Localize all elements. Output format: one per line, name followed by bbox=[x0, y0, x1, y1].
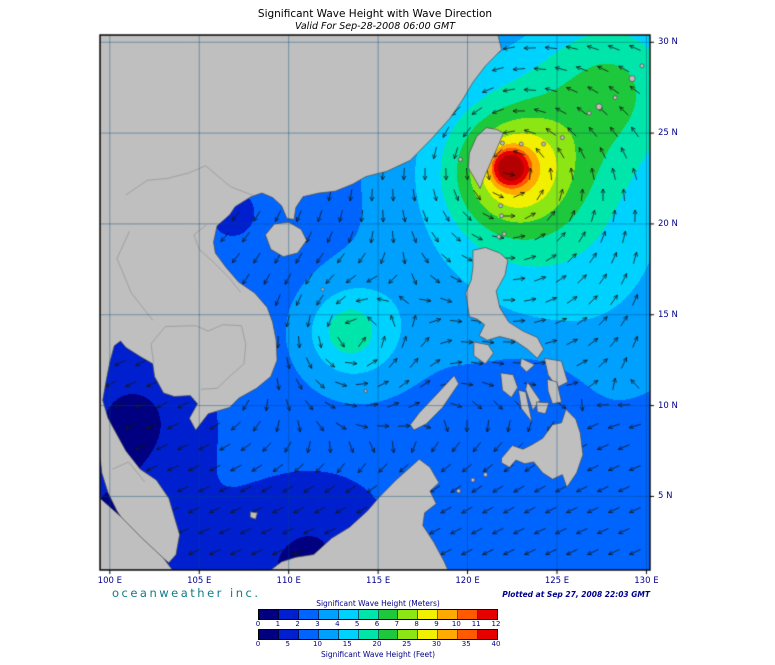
lon-label-130: 130 E bbox=[634, 576, 659, 586]
lon-label-110: 110 E bbox=[276, 576, 301, 586]
color-cell bbox=[358, 610, 379, 619]
color-cell bbox=[259, 630, 279, 639]
color-cell bbox=[378, 630, 399, 639]
color-cell bbox=[318, 630, 339, 639]
lon-label-125: 125 E bbox=[544, 576, 570, 586]
colorbar-meters bbox=[258, 609, 498, 620]
legend-tick: 30 bbox=[432, 640, 441, 648]
color-cell bbox=[418, 630, 439, 639]
color-cell bbox=[378, 610, 399, 619]
colorbar-feet bbox=[258, 629, 498, 640]
color-cell bbox=[478, 630, 498, 639]
legend-tick: 10 bbox=[451, 620, 461, 628]
color-cell bbox=[398, 610, 419, 619]
color-cell bbox=[259, 610, 279, 619]
colorbar-ticks-feet: 0 5 10 15 20 25 30 35 40 bbox=[256, 640, 501, 649]
legend-tick: 4 bbox=[335, 620, 340, 628]
color-cell bbox=[438, 630, 459, 639]
legend-tick: 0 bbox=[255, 620, 261, 628]
legend-tick: 3 bbox=[315, 620, 320, 628]
colorbar-ticks-meters: 0 1 2 3 4 5 6 7 8 9 10 11 12 bbox=[256, 620, 501, 629]
color-cell bbox=[338, 630, 359, 639]
color-cell bbox=[278, 610, 299, 619]
legend-caption-feet: Significant Wave Height (Feet) bbox=[320, 650, 436, 659]
color-cell bbox=[418, 610, 439, 619]
legend-tick: 25 bbox=[402, 640, 412, 648]
color-cell bbox=[398, 630, 419, 639]
legend-tick: 15 bbox=[342, 640, 352, 648]
plotted-timestamp: Plotted at Sep 27, 2008 22:03 GMT bbox=[502, 590, 650, 599]
color-cell bbox=[438, 610, 459, 619]
color-cell bbox=[298, 610, 319, 619]
lon-label-115: 115 E bbox=[365, 576, 391, 586]
legend-caption-meters: Significant Wave Height (Meters) bbox=[316, 599, 440, 608]
lat-label-5: 5 N bbox=[658, 491, 673, 502]
color-cell bbox=[318, 610, 339, 619]
legend-tick: 0 bbox=[255, 640, 261, 648]
lat-label-15: 15 N bbox=[658, 309, 678, 320]
lat-label-10: 10 N bbox=[658, 400, 678, 411]
legend-tick: 10 bbox=[313, 640, 322, 648]
lat-label-30: 30 N bbox=[658, 37, 678, 48]
legend-tick: 7 bbox=[394, 620, 400, 628]
lat-label-25: 25 N bbox=[658, 128, 678, 139]
legend-tick: 12 bbox=[491, 620, 501, 628]
legend-tick: 40 bbox=[491, 640, 501, 648]
legend-tick: 6 bbox=[374, 620, 380, 628]
lon-label-100: 100 E bbox=[97, 576, 122, 586]
lon-label-120: 120 E bbox=[455, 576, 480, 586]
color-cell bbox=[458, 610, 479, 619]
legend-tick: 11 bbox=[471, 620, 481, 628]
color-cell bbox=[358, 630, 379, 639]
oceanweather-logo: oceanweather inc. bbox=[112, 586, 261, 600]
legend-tick: 5 bbox=[354, 620, 360, 628]
chart-valid-time: Valid For Sep-28-2008 06:00 GMT bbox=[294, 21, 456, 32]
color-cell bbox=[458, 630, 479, 639]
color-cell bbox=[478, 610, 498, 619]
legend-tick: 9 bbox=[434, 620, 439, 628]
color-cell bbox=[298, 630, 319, 639]
legend-tick: 8 bbox=[414, 620, 419, 628]
legend-tick: 2 bbox=[295, 620, 300, 628]
legend-tick: 1 bbox=[275, 620, 281, 628]
legend-tick: 20 bbox=[372, 640, 382, 648]
chart-title: Significant Wave Height with Wave Direct… bbox=[257, 8, 493, 20]
color-cell bbox=[338, 610, 359, 619]
color-cell bbox=[278, 630, 299, 639]
legend-tick: 5 bbox=[285, 640, 290, 648]
lat-label-20: 20 N bbox=[658, 218, 678, 229]
lon-label-105: 105 E bbox=[187, 576, 212, 586]
legend-tick: 35 bbox=[461, 640, 471, 648]
